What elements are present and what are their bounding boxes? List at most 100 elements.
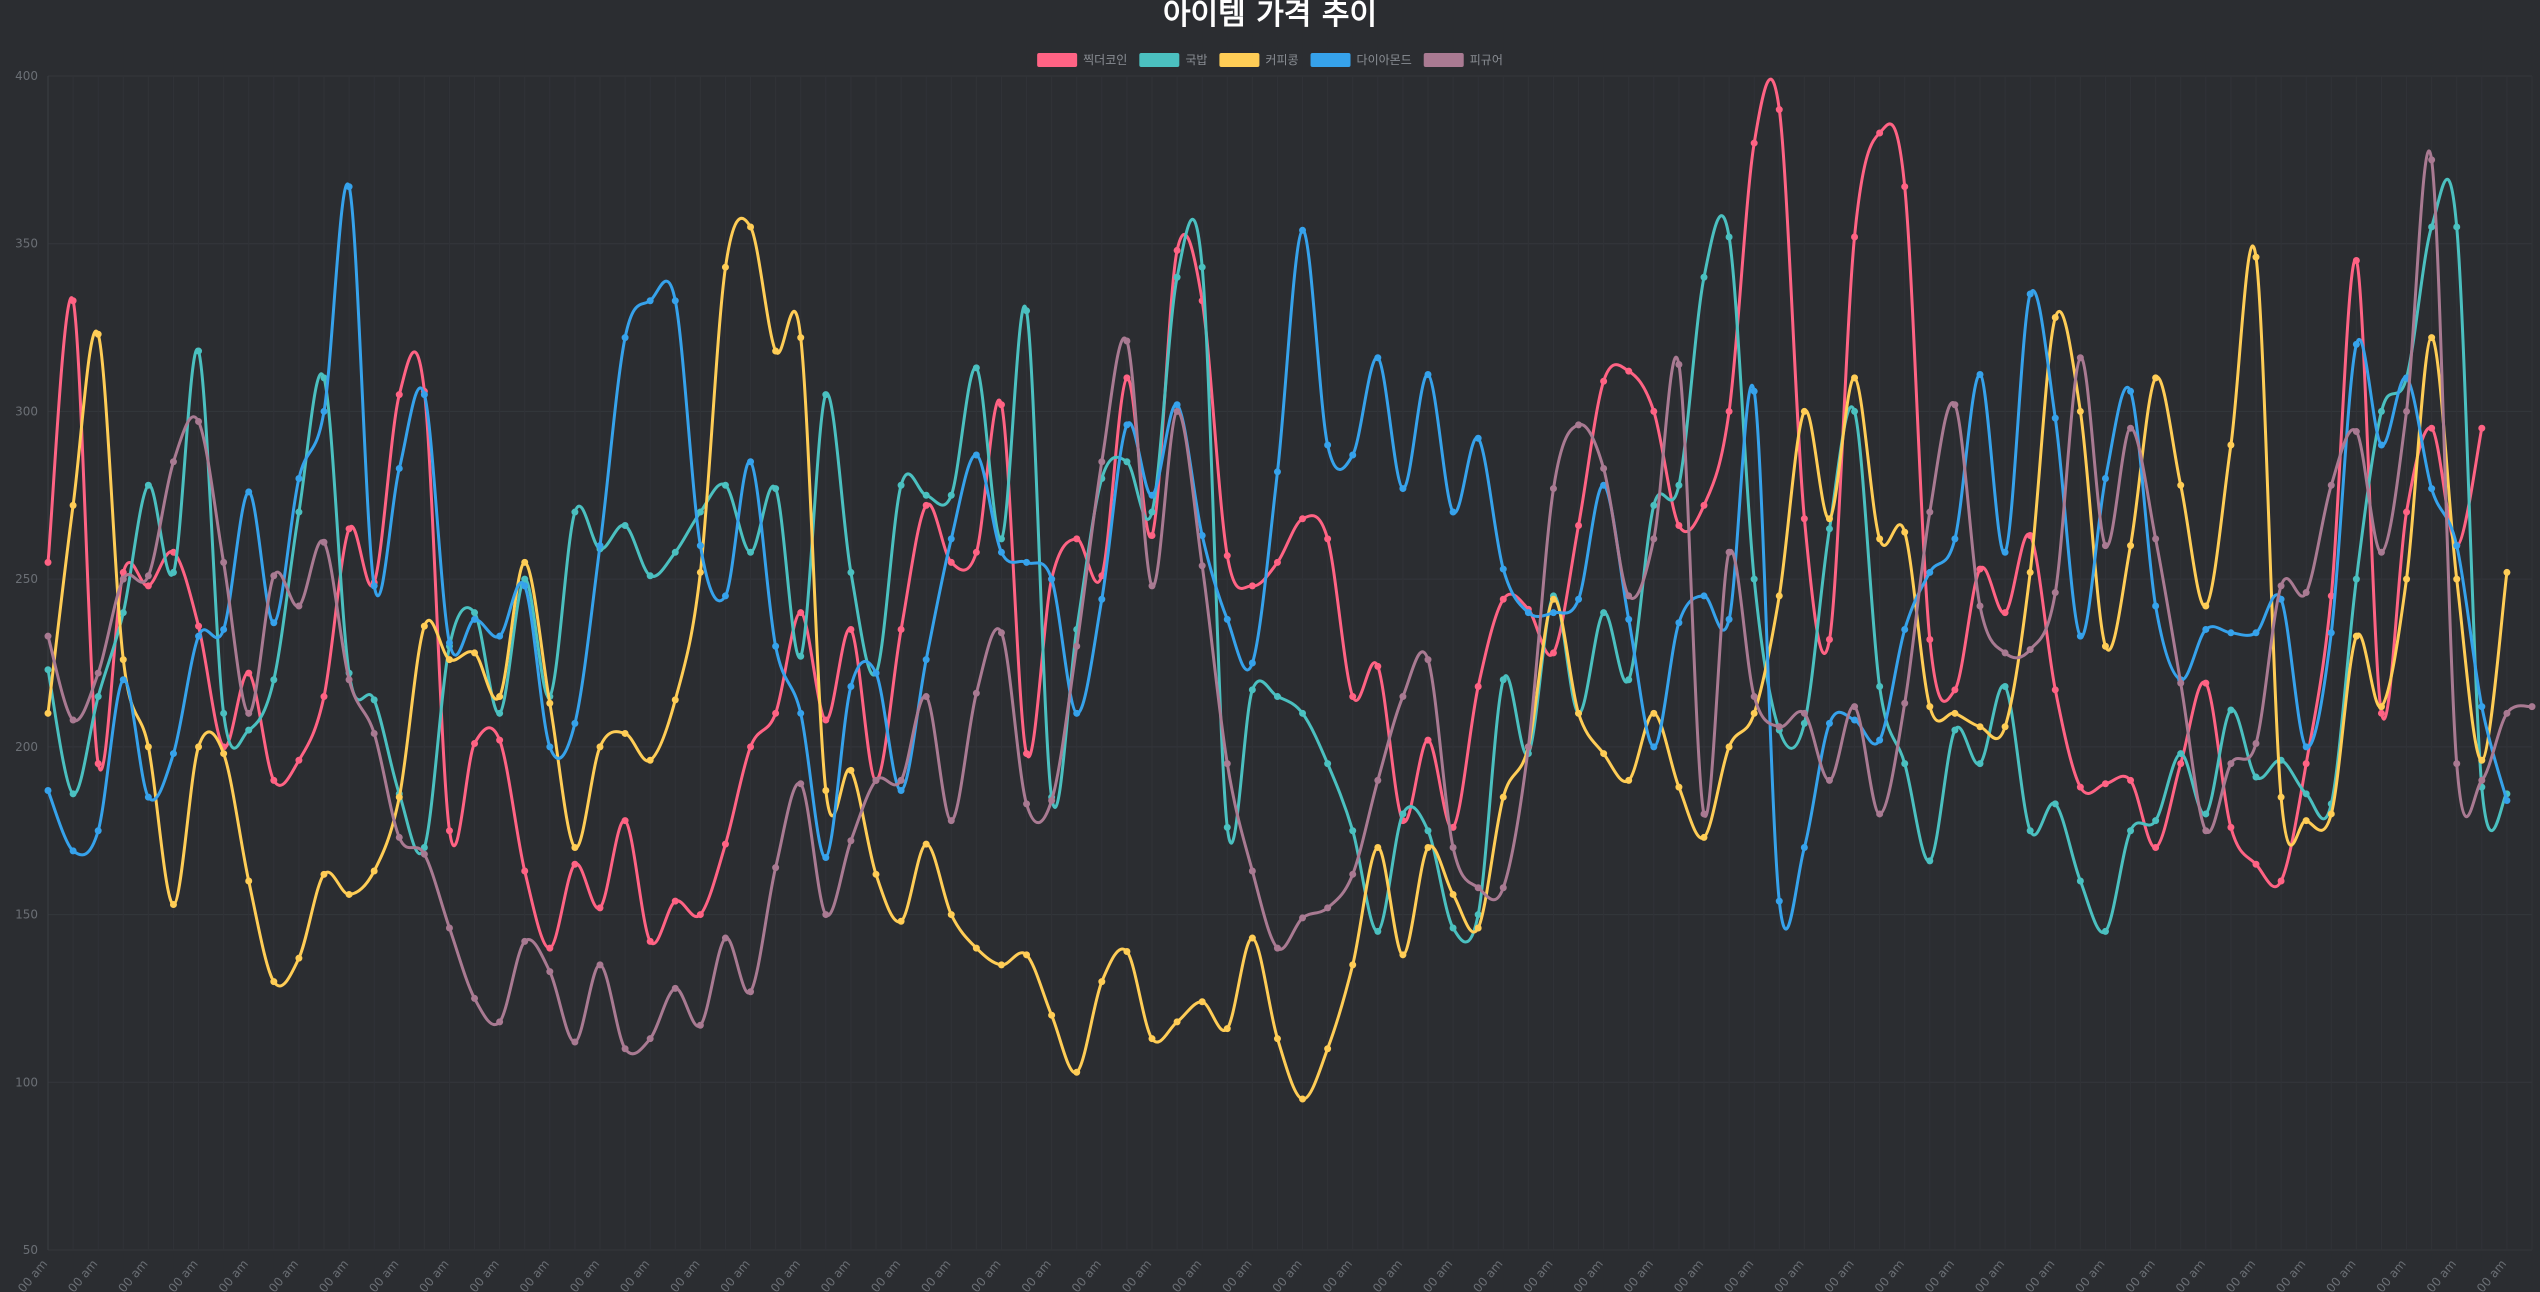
data-point (1524, 743, 1532, 751)
data-point (521, 867, 529, 875)
data-point (2127, 387, 2135, 395)
data-point (2377, 709, 2385, 717)
data-point (1173, 273, 1181, 281)
data-point (1800, 515, 1808, 523)
data-point (1976, 602, 1984, 610)
data-point (1800, 407, 1808, 415)
data-point (195, 622, 203, 630)
data-point (144, 743, 152, 751)
data-point (1675, 481, 1683, 489)
data-point (1399, 485, 1407, 493)
data-point (2026, 646, 2034, 654)
data-point (1424, 843, 1432, 851)
data-point (1775, 592, 1783, 600)
data-point (872, 776, 880, 784)
data-point (1248, 659, 1256, 667)
legend-item[interactable]: 피규어 (1423, 53, 1503, 67)
data-point (245, 726, 253, 734)
data-point (2127, 542, 2135, 550)
data-point (1675, 783, 1683, 791)
data-point (571, 508, 579, 516)
data-point (2202, 810, 2210, 818)
data-point (295, 508, 303, 516)
data-point (445, 924, 453, 932)
data-point (320, 538, 328, 546)
data-point (897, 481, 905, 489)
data-point (546, 968, 554, 976)
series-lines (44, 77, 2536, 1103)
data-point (922, 840, 930, 848)
data-point (94, 693, 102, 701)
data-point (1600, 464, 1608, 472)
legend-item[interactable]: 국밥 (1139, 53, 1207, 67)
data-point (1951, 709, 1959, 717)
data-point (2403, 508, 2411, 516)
data-point (496, 736, 504, 744)
data-point (1123, 947, 1131, 955)
data-point (2252, 629, 2260, 637)
data-point (772, 864, 780, 872)
y-tick-label: 350 (15, 237, 38, 251)
data-point (972, 944, 980, 952)
data-point (2277, 793, 2285, 801)
series-3 (44, 216, 2511, 1103)
data-point (1198, 532, 1206, 540)
data-point (621, 729, 629, 737)
data-point (1499, 884, 1507, 892)
data-point (1073, 535, 1081, 543)
data-point (144, 793, 152, 801)
data-point (1575, 521, 1583, 529)
data-point (1198, 998, 1206, 1006)
data-point (1976, 371, 1984, 379)
data-point (2478, 776, 2486, 784)
data-point (2202, 602, 2210, 610)
data-point (471, 649, 479, 657)
data-point (897, 776, 905, 784)
data-point (696, 1021, 704, 1029)
data-point (872, 669, 880, 677)
data-point (2152, 602, 2160, 610)
data-point (320, 693, 328, 701)
y-tick-label: 150 (15, 908, 38, 922)
data-point (1349, 961, 1357, 969)
data-point (1048, 575, 1056, 583)
legend-item[interactable]: 커피콩 (1219, 53, 1299, 67)
data-point (1876, 682, 1884, 690)
data-point (69, 297, 77, 305)
data-point (671, 696, 679, 704)
data-point (2528, 703, 2536, 711)
data-point (1675, 360, 1683, 368)
data-point (445, 656, 453, 664)
data-point (2377, 441, 2385, 449)
data-point (947, 491, 955, 499)
data-point (847, 568, 855, 576)
data-point (1123, 337, 1131, 345)
data-point (2227, 760, 2235, 768)
data-point (1625, 592, 1633, 600)
data-point (772, 485, 780, 493)
data-point (1374, 354, 1382, 362)
data-point (94, 760, 102, 768)
legend-item[interactable]: 다이아몬드 (1310, 53, 1412, 67)
data-point (2503, 709, 2511, 717)
data-point (721, 934, 729, 942)
data-point (1825, 525, 1833, 533)
data-point (2377, 703, 2385, 711)
data-point (2101, 780, 2109, 788)
data-point (144, 481, 152, 489)
data-point (2352, 256, 2360, 264)
data-point (847, 625, 855, 633)
data-point (2302, 743, 2310, 751)
legend-item[interactable]: 찍더코인 (1037, 53, 1127, 67)
y-tick-label: 100 (15, 1075, 38, 1089)
data-point (2202, 679, 2210, 687)
data-point (1248, 582, 1256, 590)
data-point (2227, 441, 2235, 449)
data-point (2001, 723, 2009, 731)
data-point (2202, 827, 2210, 835)
data-point (1374, 776, 1382, 784)
data-point (1273, 468, 1281, 476)
data-point (445, 827, 453, 835)
data-point (1148, 1035, 1156, 1043)
data-point (320, 870, 328, 878)
